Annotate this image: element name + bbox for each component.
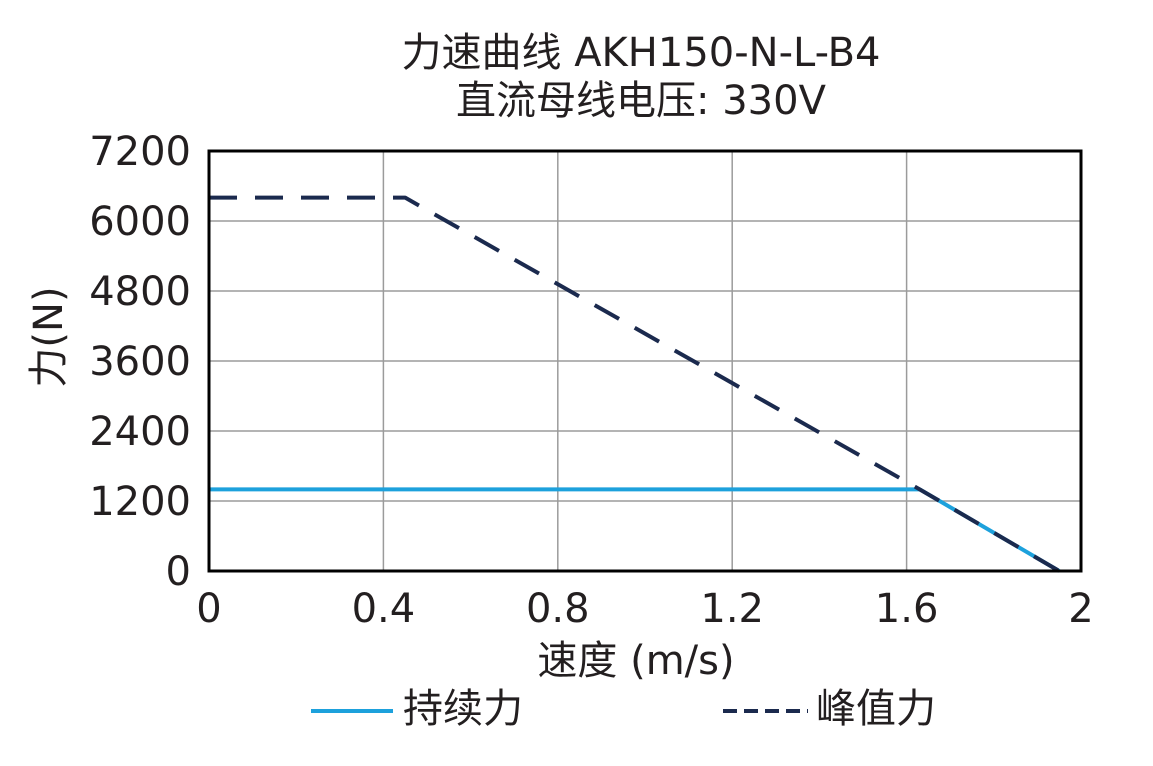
legend: 持续力 峰值力: [311, 686, 936, 732]
y-tick-label: 2400: [89, 409, 191, 455]
x-tick-label: 2: [1068, 586, 1093, 632]
y-tick-label: 6000: [89, 199, 191, 245]
legend-label-continuous: 持续力: [403, 686, 523, 732]
y-tick-label: 0: [166, 549, 191, 595]
tick-labels: 0 0.4 0.8 1.2 1.6 2 0 1200 2400 3600 4800 6000 7200: [89, 129, 1094, 632]
x-axis-label: 速度 (m/s): [537, 638, 734, 684]
x-tick-label: 1.2: [700, 586, 764, 632]
y-axis-label: 力(N): [26, 286, 72, 387]
series-line-peak-force: [209, 195, 1061, 573]
series-layer: [209, 195, 1061, 573]
x-tick-label: 0.8: [526, 586, 590, 632]
legend-label-peak: 峰值力: [816, 686, 936, 732]
y-tick-label: 7200: [89, 129, 191, 175]
y-tick-label: 1200: [89, 479, 191, 525]
y-tick-label: 3600: [89, 339, 191, 385]
chart-title-line2: 直流母线电压: 330V: [456, 78, 827, 124]
chart-title-line1: 力速曲线 AKH150-N-L-B4: [401, 30, 880, 76]
grid-lines: [209, 151, 1081, 571]
plot-area-frame: [207, 149, 1083, 573]
x-tick-label: 0: [196, 586, 221, 632]
y-tick-label: 4800: [89, 269, 191, 315]
x-tick-label: 0.4: [352, 586, 416, 632]
x-tick-label: 1.6: [875, 586, 939, 632]
